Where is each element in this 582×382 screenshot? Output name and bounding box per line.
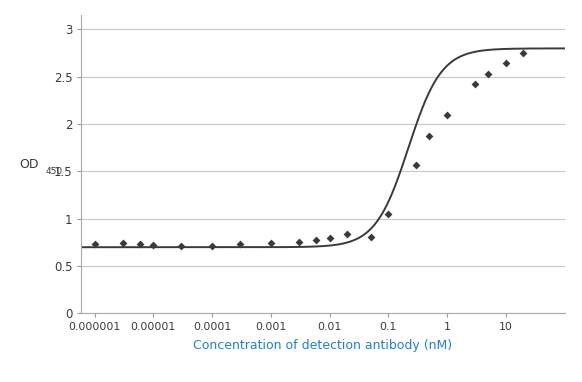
- Point: [384, 211, 393, 217]
- Point: [235, 241, 244, 247]
- Point: [266, 240, 275, 246]
- Point: [366, 233, 375, 240]
- Point: [136, 241, 145, 247]
- Text: 450: 450: [45, 167, 62, 176]
- Point: [484, 71, 493, 77]
- Point: [442, 112, 452, 118]
- Point: [207, 243, 217, 249]
- Point: [501, 60, 510, 66]
- Point: [411, 162, 421, 168]
- Point: [177, 243, 186, 249]
- Point: [519, 50, 528, 56]
- Point: [425, 133, 434, 139]
- Point: [118, 240, 127, 246]
- X-axis label: Concentration of detection antibody (nM): Concentration of detection antibody (nM): [193, 339, 453, 352]
- Point: [325, 235, 334, 241]
- Point: [148, 242, 158, 248]
- Text: OD: OD: [19, 158, 38, 171]
- Point: [90, 241, 99, 247]
- Point: [312, 237, 321, 243]
- Point: [294, 239, 303, 245]
- Point: [470, 81, 480, 87]
- Point: [343, 231, 352, 237]
